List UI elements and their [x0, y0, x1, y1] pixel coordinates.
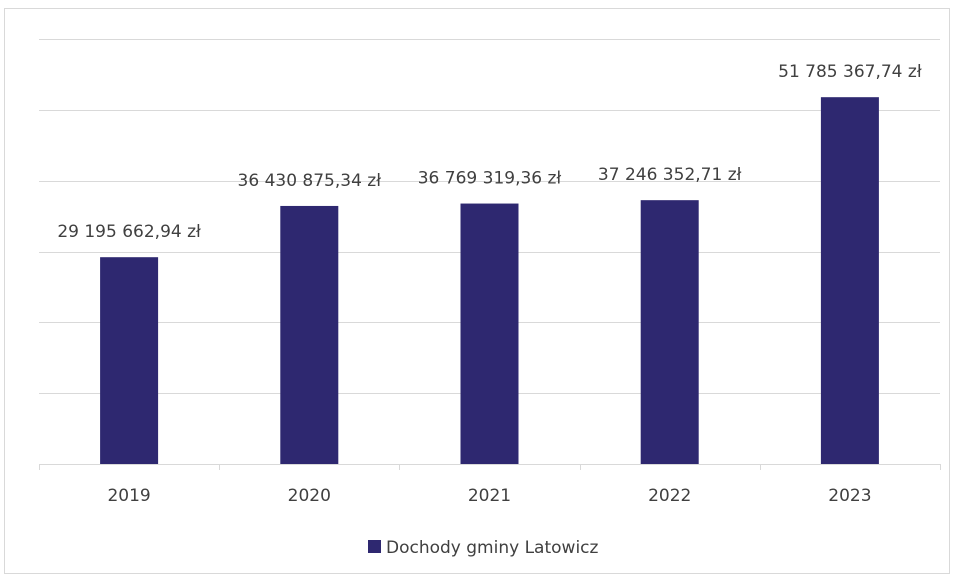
bar-2022 — [640, 200, 699, 464]
data-label-2021: 36 769 319,36 zł — [418, 169, 562, 189]
x-tick-label-2020: 2020 — [288, 486, 331, 506]
legend: Dochody gminy Latowicz — [368, 538, 599, 558]
data-label-2023: 51 785 367,74 zł — [778, 62, 922, 82]
x-axis: 2019 2020 2021 2022 2023 — [39, 464, 941, 506]
bar-2021 — [460, 203, 519, 464]
x-tick-label-2023: 2023 — [828, 486, 871, 506]
data-label-2020: 36 430 875,34 zł — [238, 171, 382, 191]
x-tick-label-2021: 2021 — [468, 486, 511, 506]
legend-label: Dochody gminy Latowicz — [386, 538, 599, 558]
gridlines — [39, 39, 940, 394]
data-label-2022: 37 246 352,71 zł — [598, 165, 742, 185]
bar-2020 — [280, 205, 339, 464]
bars: 29 195 662,94 zł 36 430 875,34 zł 36 769 3… — [57, 62, 922, 464]
data-label-2019: 29 195 662,94 zł — [57, 222, 201, 242]
x-tick-label-2022: 2022 — [648, 486, 691, 506]
x-tick-label-2019: 2019 — [107, 486, 150, 506]
bar-2019 — [100, 257, 159, 464]
bar-2023 — [820, 97, 879, 464]
legend-swatch — [368, 540, 381, 553]
